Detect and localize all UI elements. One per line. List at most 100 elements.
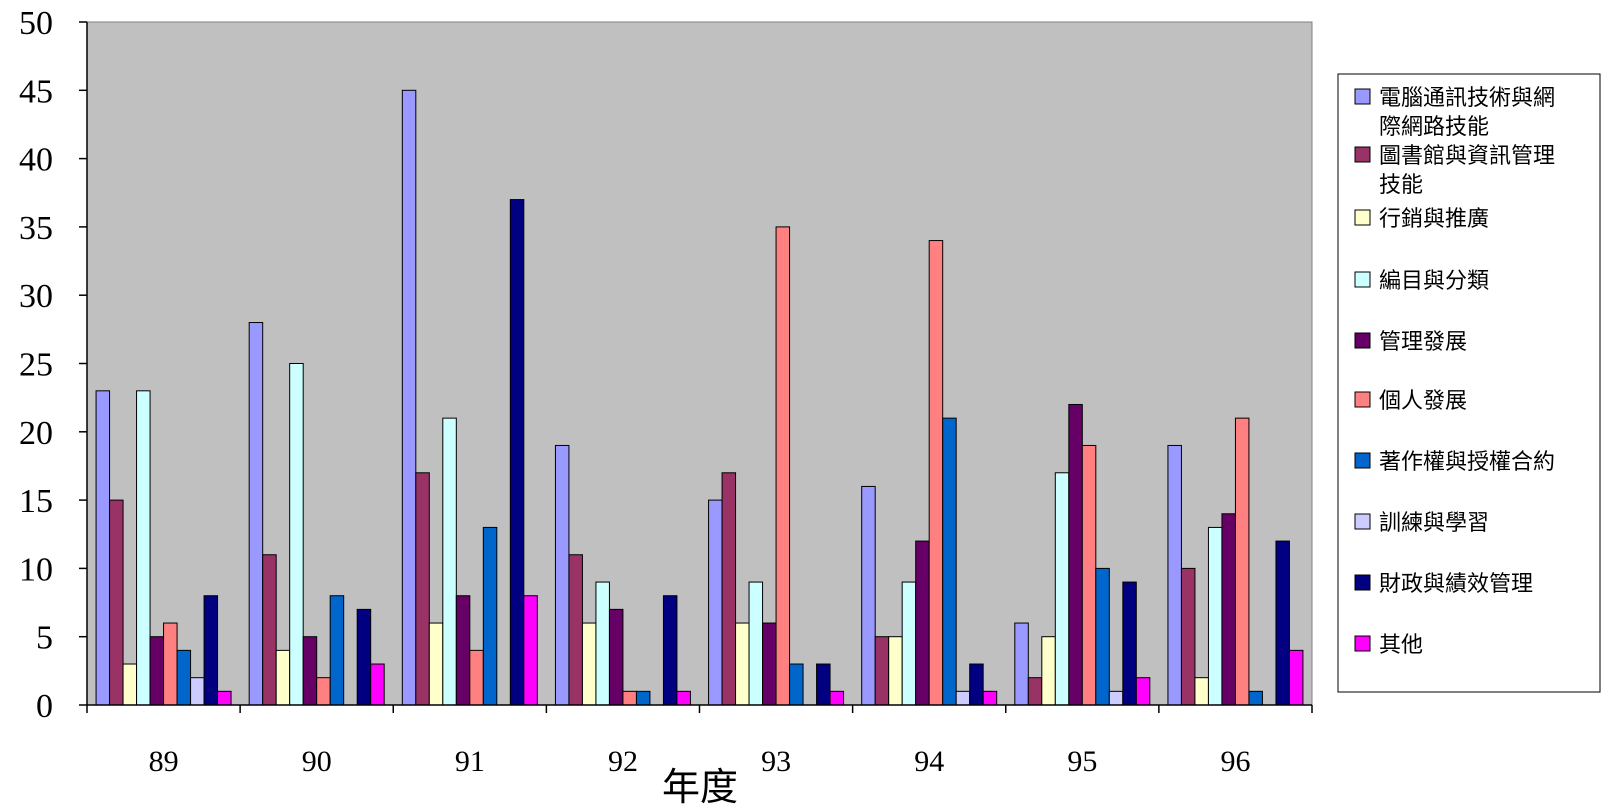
bar — [721, 472, 737, 706]
bar — [1068, 403, 1083, 706]
bar — [469, 649, 484, 706]
bar — [1194, 677, 1209, 706]
legend-label: 訓練與學習 — [1379, 511, 1489, 536]
bar — [275, 649, 291, 706]
bar — [595, 581, 610, 706]
bar — [1014, 622, 1029, 706]
bar — [482, 526, 498, 706]
bar — [789, 663, 804, 706]
legend-swatch — [1354, 635, 1371, 652]
bar — [217, 690, 232, 706]
bar — [635, 690, 651, 706]
y-axis: 0 5 10 15 20 25 30 35 40 45 50 — [19, 5, 88, 725]
bar — [1081, 444, 1097, 706]
legend-label: 電腦通訊技術與網 — [1379, 86, 1555, 111]
y-tick-label: 0 — [36, 688, 53, 725]
bar — [708, 499, 723, 706]
x-tick-label: 96 — [1220, 745, 1250, 778]
bar — [816, 663, 831, 706]
legend-label: 其他 — [1379, 633, 1423, 658]
bar — [176, 649, 192, 706]
bar — [1234, 417, 1250, 706]
legend-swatch — [1354, 146, 1371, 163]
x-tick-label: 94 — [914, 745, 944, 778]
bar — [122, 663, 138, 706]
x-tick-label: 89 — [149, 745, 179, 778]
bar — [1122, 581, 1137, 706]
bar — [568, 554, 583, 706]
bar — [316, 677, 331, 706]
y-tick-label: 45 — [19, 73, 53, 110]
x-axis-label: 年度 — [662, 765, 738, 808]
bar — [149, 636, 165, 706]
bars-group — [95, 89, 1304, 706]
bar — [95, 390, 111, 706]
legend-label: 著作權與授權合約 — [1379, 450, 1555, 475]
x-tick-label: 90 — [302, 745, 332, 778]
bar — [942, 417, 957, 706]
bar — [203, 595, 219, 706]
legend-swatch — [1354, 513, 1371, 530]
bar — [915, 540, 930, 706]
legend-label: 管理發展 — [1379, 330, 1467, 355]
x-tick-label: 95 — [1067, 745, 1097, 778]
legend-box — [1337, 73, 1601, 693]
y-tick-label: 5 — [36, 620, 53, 657]
bar — [874, 636, 890, 706]
bar — [662, 595, 678, 706]
y-tick-label: 50 — [19, 5, 53, 42]
x-tick-label: 91 — [455, 745, 485, 778]
bar — [401, 89, 417, 706]
bar — [1221, 513, 1236, 706]
y-tick-label: 30 — [19, 278, 53, 315]
y-tick-label: 20 — [19, 415, 53, 452]
bar — [1167, 444, 1182, 706]
bar — [762, 622, 777, 706]
bar — [415, 472, 430, 706]
bar — [748, 581, 764, 706]
bar — [428, 622, 444, 706]
bar — [901, 581, 917, 706]
bar — [455, 595, 471, 706]
bar — [248, 322, 264, 706]
legend-swatch — [1354, 452, 1371, 469]
x-tick-label: 92 — [608, 745, 638, 778]
bar — [608, 608, 624, 706]
bar — [509, 199, 525, 706]
bar — [1054, 472, 1070, 706]
bar — [1041, 636, 1056, 706]
bar — [370, 663, 385, 706]
y-tick-label: 40 — [19, 142, 53, 179]
bar — [622, 690, 637, 706]
bar — [554, 444, 570, 706]
legend-label: 財政與績效管理 — [1379, 572, 1533, 597]
y-tick-label: 25 — [19, 347, 53, 384]
bar — [955, 690, 971, 706]
legend-swatch — [1354, 209, 1371, 226]
bar — [109, 499, 124, 706]
bar — [969, 663, 984, 706]
bar — [1108, 690, 1124, 706]
bar — [1275, 540, 1290, 706]
bar — [861, 485, 876, 706]
legend-label: 圖書館與資訊管理 — [1379, 144, 1555, 169]
bar — [523, 595, 538, 706]
x-tick-label: 93 — [761, 745, 791, 778]
bar — [262, 554, 277, 706]
bar — [1207, 526, 1223, 706]
bar — [190, 677, 205, 706]
legend-label: 編目與分類 — [1379, 269, 1489, 294]
y-tick-label: 35 — [19, 210, 53, 247]
legend-label: 技能 — [1379, 173, 1423, 198]
legend-swatch — [1354, 574, 1371, 591]
bar — [829, 690, 845, 706]
bar — [136, 390, 151, 706]
bar — [329, 595, 345, 706]
legend-swatch — [1354, 88, 1371, 105]
bar — [1095, 567, 1110, 706]
bar — [1027, 677, 1043, 706]
bar — [1288, 649, 1304, 706]
legend-swatch — [1354, 391, 1371, 408]
bar — [442, 417, 457, 706]
